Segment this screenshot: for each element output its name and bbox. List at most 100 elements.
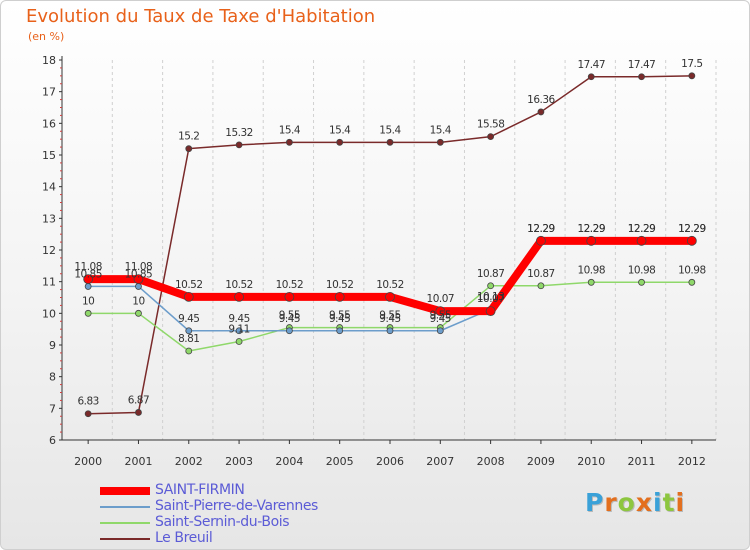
data-label: 10.87 — [527, 268, 555, 280]
data-point — [185, 145, 193, 153]
data-point — [185, 347, 193, 355]
x-tick-label: 2000 — [74, 455, 102, 468]
y-tick-label: 11 — [42, 276, 56, 289]
data-label: 9.45 — [430, 313, 451, 325]
data-point — [183, 291, 194, 302]
data-label: 6.83 — [77, 396, 98, 408]
x-tick-label: 2004 — [275, 455, 303, 468]
data-point — [386, 327, 394, 335]
y-tick-label: 16 — [42, 117, 56, 130]
data-point — [135, 309, 142, 317]
legend-swatch — [100, 487, 150, 495]
data-label: 12.29 — [577, 223, 605, 235]
data-point — [83, 274, 94, 285]
x-tick-label: 2009 — [527, 455, 555, 468]
data-point — [638, 278, 645, 286]
data-point — [436, 138, 444, 146]
data-label: 10 — [82, 295, 94, 307]
data-label: 9.45 — [178, 313, 199, 325]
data-point — [487, 282, 495, 290]
data-point — [284, 291, 295, 302]
data-label: 12.29 — [527, 223, 555, 235]
data-point — [587, 278, 595, 286]
data-label: 11.08 — [125, 261, 153, 273]
data-label: 10.52 — [326, 279, 354, 291]
data-point — [285, 138, 293, 146]
data-point — [84, 410, 92, 418]
data-label: 8.81 — [178, 333, 199, 345]
brand-letter: r — [604, 488, 618, 517]
data-point — [235, 141, 243, 149]
data-label: 17.47 — [628, 59, 656, 71]
data-label: 15.4 — [430, 124, 452, 136]
legend-label: SAINT-FIRMIN — [155, 482, 245, 498]
data-label: 9.45 — [379, 313, 400, 325]
y-tick-label: 15 — [42, 149, 56, 162]
legend-swatch — [100, 506, 150, 508]
data-point — [235, 327, 243, 335]
legend-label: Saint-Pierre-de-Varennes — [155, 498, 318, 514]
data-point — [386, 138, 394, 146]
data-point — [235, 338, 243, 345]
x-tick-label: 2011 — [628, 455, 656, 468]
legend-swatch — [100, 522, 150, 524]
x-tick-label: 2001 — [124, 455, 152, 468]
y-tick-label: 7 — [49, 402, 56, 415]
data-point — [537, 282, 545, 290]
data-point — [436, 327, 444, 335]
data-point — [334, 291, 345, 302]
y-tick-label: 13 — [42, 212, 56, 225]
data-label: 12.29 — [678, 223, 706, 235]
data-label: 12.29 — [678, 223, 706, 235]
x-tick-label: 2006 — [376, 455, 404, 468]
data-label: 15.58 — [477, 119, 505, 131]
data-point — [688, 72, 696, 80]
data-label: 9.55 — [329, 310, 350, 322]
data-label: 9.45 — [228, 313, 249, 325]
brand-letter: x — [635, 488, 653, 517]
data-label: 12.29 — [577, 223, 605, 235]
data-label: 17.47 — [577, 59, 605, 71]
y-tick-label: 12 — [42, 244, 56, 257]
data-label: 10.85 — [125, 268, 153, 280]
data-point — [586, 235, 597, 246]
data-label: 15.4 — [379, 124, 401, 136]
data-label: 9.55 — [430, 310, 451, 322]
y-tick-label: 14 — [42, 181, 56, 194]
data-point — [336, 327, 344, 335]
data-label: 16.36 — [527, 94, 555, 106]
data-labels: 11.08 11.08 10.52 10.52 10.52 10.52 10.52 10.07… — [74, 58, 706, 408]
data-point — [385, 291, 395, 302]
data-label: 10.98 — [678, 264, 706, 276]
data-label: 15.4 — [329, 124, 351, 136]
data-label: 12.29 — [628, 223, 656, 235]
data-point — [336, 138, 344, 146]
data-point — [135, 283, 142, 290]
data-label: 10.52 — [276, 279, 304, 291]
data-label: 10.07 — [477, 293, 505, 305]
data-point — [135, 409, 142, 416]
data-label: 12.29 — [628, 223, 656, 235]
axes: 6 7 8 9 10 11 12 13 14 15 16 17 18 2000 2001 2002 2003 20… — [42, 54, 716, 468]
brand-letter: o — [617, 488, 636, 517]
data-label: 10.98 — [628, 264, 656, 276]
legend-label: Saint-Sernin-du-Bois — [155, 514, 290, 530]
data-label: 6.87 — [128, 394, 149, 406]
y-tick-label: 17 — [42, 86, 56, 99]
data-point — [536, 235, 546, 246]
x-tick-label: 2002 — [175, 455, 203, 468]
data-point — [185, 327, 193, 335]
data-point — [234, 291, 244, 302]
chart-subtitle: (en %) — [28, 30, 65, 43]
data-point — [84, 283, 92, 290]
x-tick-label: 2005 — [326, 455, 354, 468]
data-label: 10.52 — [225, 279, 253, 291]
data-label: 9.11 — [228, 324, 249, 336]
data-label: 9.55 — [279, 310, 300, 322]
data-point — [285, 327, 293, 335]
y-tick-label: 9 — [49, 339, 56, 352]
grid-lines — [111, 60, 717, 440]
x-tick-label: 2007 — [426, 455, 454, 468]
brand-letter: P — [585, 488, 605, 517]
